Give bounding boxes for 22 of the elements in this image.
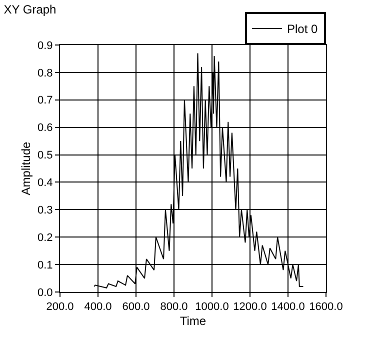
y-tick-label: 0.5 (38, 150, 53, 162)
x-tick-label: 1000.0 (195, 301, 229, 314)
y-tick-label: 0.4 (38, 177, 53, 190)
y-tick-label: 0.6 (38, 122, 53, 134)
y-tick-label: 0.0 (38, 286, 53, 299)
x-tick-label: 1400.0 (271, 301, 305, 314)
legend-label: Plot 0 (287, 22, 318, 36)
y-tick-label: 0.2 (38, 232, 53, 244)
y-tick-label: 0.9 (38, 40, 53, 52)
chart-title: XY Graph (4, 2, 56, 16)
y-tick-label: 0.3 (38, 204, 53, 217)
y-tick-label: 0.8 (38, 67, 53, 80)
x-tick-label: 200.0 (46, 301, 74, 314)
x-tick-label: 1600.0 (309, 301, 343, 314)
x-tick-label: 400.0 (84, 301, 112, 314)
y-tick-label: 0.1 (38, 259, 53, 272)
y-axis-title: Amplitude (18, 142, 33, 196)
x-axis-title: Time (180, 314, 206, 328)
x-tick-label: 800.0 (160, 301, 188, 314)
x-tick-label: 1200.0 (233, 301, 267, 314)
x-tick-label: 600.0 (122, 301, 150, 314)
y-tick-label: 0.7 (38, 94, 53, 107)
